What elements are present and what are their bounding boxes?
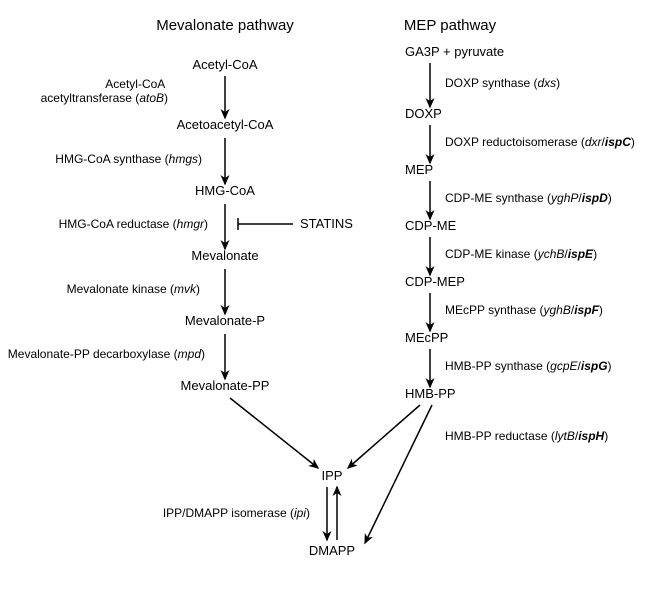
node-ga3p: GA3P + pyruvate bbox=[405, 44, 504, 59]
enzyme-mpd: Mevalonate-PP decarboxylase (mpd) bbox=[8, 347, 205, 361]
node-cdpme: CDP-ME bbox=[405, 218, 457, 233]
right-pathway: GA3P + pyruvate DOXP MEP CDP-ME CDP-MEP … bbox=[405, 44, 504, 401]
enzyme-hmgr: HMG-CoA reductase (hmgr) bbox=[59, 217, 208, 231]
arrow-hmbpp-ipp bbox=[348, 405, 420, 468]
enzyme-isph: HMB-PP reductase (lytB/ispH) bbox=[445, 429, 608, 443]
arrow-mvpp-ipp bbox=[230, 398, 318, 468]
node-acetoacetylcoa: Acetoacetyl-CoA bbox=[177, 117, 274, 132]
node-cdpmep: CDP-MEP bbox=[405, 274, 465, 289]
node-dmapp: DMAPP bbox=[309, 543, 355, 558]
statins-label: STATINS bbox=[300, 216, 353, 231]
node-mevalonatep: Mevalonate-P bbox=[185, 313, 265, 328]
statins-inhibitor: STATINS bbox=[238, 216, 353, 231]
enzyme-ispe: CDP-ME kinase (ychB/ispE) bbox=[445, 247, 597, 261]
node-mevalonatepp: Mevalonate-PP bbox=[181, 378, 270, 393]
node-acetylcoa: Acetyl-CoA bbox=[192, 57, 257, 72]
node-hmbpp: HMB-PP bbox=[405, 386, 456, 401]
title-mep: MEP pathway bbox=[404, 17, 497, 34]
node-mecpp: MEcPP bbox=[405, 330, 448, 345]
node-mevalonate: Mevalonate bbox=[191, 248, 258, 263]
enzyme-mvk: Mevalonate kinase (mvk) bbox=[67, 282, 200, 296]
node-hmgcoa: HMG-CoA bbox=[195, 183, 255, 198]
right-enzymes: DOXP synthase (dxs) DOXP reductoisomeras… bbox=[445, 76, 635, 443]
pathway-diagram: Mevalonate pathway MEP pathway Acetyl-Co… bbox=[0, 0, 650, 593]
enzyme-ispd: CDP-ME synthase (yghP/ispD) bbox=[445, 191, 612, 205]
enzyme-ispg: HMB-PP synthase (gcpE/ispG) bbox=[445, 359, 612, 373]
node-mep: MEP bbox=[405, 162, 433, 177]
enzyme-atob: Acetyl-CoA acetyltransferase (atoB) bbox=[41, 77, 168, 105]
arrow-hmbpp-dmapp bbox=[365, 405, 432, 543]
enzyme-ipi: IPP/DMAPP isomerase (ipi) bbox=[163, 506, 310, 520]
node-doxp: DOXP bbox=[405, 106, 442, 121]
enzyme-dxs: DOXP synthase (dxs) bbox=[445, 76, 560, 90]
enzyme-ispf: MEcPP synthase (yghB/ispF) bbox=[445, 303, 603, 317]
node-ipp: IPP bbox=[322, 468, 343, 483]
enzyme-dxr: DOXP reductoisomerase (dxr/ispC) bbox=[445, 135, 635, 149]
enzyme-hmgs: HMG-CoA synthase (hmgs) bbox=[55, 152, 202, 166]
title-mevalonate: Mevalonate pathway bbox=[156, 17, 294, 34]
